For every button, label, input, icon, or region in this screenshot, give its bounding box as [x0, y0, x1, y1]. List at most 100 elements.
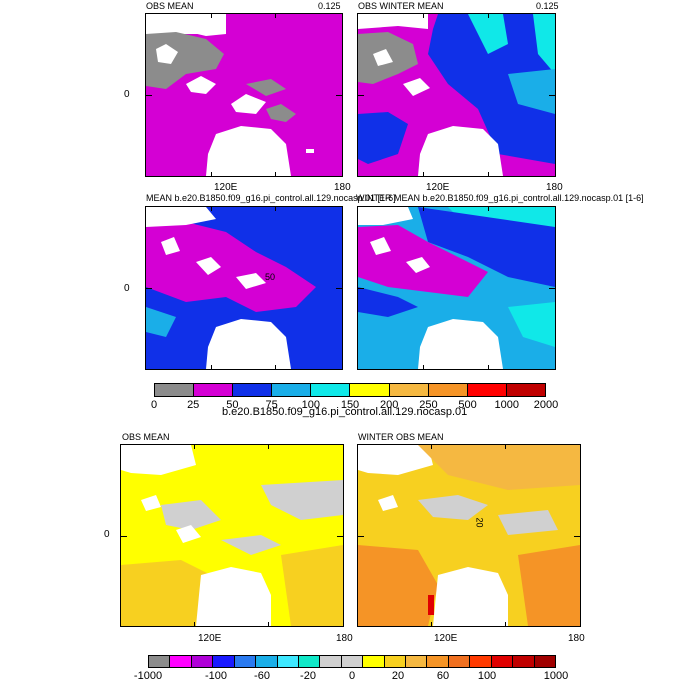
- axis-tick: [146, 95, 152, 96]
- field-region: [358, 207, 413, 225]
- axis-tick: [194, 622, 195, 626]
- field-region: [121, 445, 196, 475]
- field-region: [428, 14, 555, 164]
- field-region: [176, 525, 201, 543]
- field-region: [161, 500, 221, 530]
- field-region: [378, 495, 398, 511]
- colorbar-tick-label: 75: [265, 399, 278, 411]
- axis-tick: [505, 622, 506, 626]
- axis-tick: [549, 288, 555, 289]
- colorbar-segment: [233, 656, 256, 667]
- field-cell: [306, 149, 314, 153]
- field-region: [358, 445, 433, 475]
- axis-tick: [574, 536, 580, 537]
- axis-tick: [275, 207, 276, 211]
- axis-tick: [194, 445, 195, 449]
- field-region: [373, 49, 393, 66]
- colorbar-segment: [276, 656, 298, 667]
- field-region: [186, 76, 216, 94]
- field-region: [370, 237, 391, 255]
- axis-tick: [268, 445, 269, 449]
- colorbar-segment: [271, 384, 311, 396]
- field-region: [508, 302, 555, 347]
- axis-tick: [275, 172, 276, 176]
- axis-tick: [423, 365, 424, 369]
- panel6-x-label-120e: 120E: [434, 633, 458, 644]
- colorbar-segment: [512, 656, 534, 667]
- top-colorbar-caption: b.e20.B1850.f09_g16.pi_control.all.129.n…: [222, 406, 468, 418]
- map-panel-bottom-obs-mean: [120, 444, 344, 627]
- panel1-x-label-180: 180: [334, 182, 351, 193]
- bottom-colorbar: [148, 655, 556, 668]
- field-region: [418, 495, 488, 520]
- colorbar-segment: [405, 656, 427, 667]
- panel1-x-label-120e: 120E: [214, 182, 238, 193]
- field-region: [206, 319, 291, 369]
- panel3-contour-label: 50: [265, 272, 276, 282]
- colorbar-segment: [297, 656, 320, 667]
- axis-tick: [121, 536, 127, 537]
- field-region: [146, 222, 316, 312]
- axis-tick: [423, 172, 424, 176]
- axis-tick: [275, 365, 276, 369]
- field-region: [358, 112, 408, 164]
- field-region: [156, 44, 178, 64]
- panel3-title: MEAN b.e20.B1850.f09_g16.pi_control.all.…: [146, 193, 396, 203]
- colorbar-segment: [340, 656, 363, 667]
- colorbar-tick-label: 250: [419, 399, 438, 411]
- field-region: [406, 257, 430, 273]
- field-cell: [428, 595, 434, 615]
- colorbar-segment: [169, 656, 191, 667]
- field-plot: [121, 445, 343, 626]
- colorbar-segment: [469, 656, 491, 667]
- map-panel-model-mean: [145, 206, 343, 370]
- field-region: [433, 567, 508, 626]
- map-panel-bottom-winter-obs-mean: [357, 444, 581, 627]
- map-panel-model-winter-mean: [357, 206, 556, 370]
- field-region: [533, 14, 555, 74]
- field-region: [206, 126, 291, 176]
- colorbar-tick-label: 25: [187, 399, 200, 411]
- field-plot: [358, 207, 555, 369]
- colorbar-segment: [212, 656, 234, 667]
- colorbar-tick-label: 60: [436, 670, 450, 682]
- axis-tick: [336, 288, 342, 289]
- colorbar-segment: [232, 384, 272, 396]
- field-region: [261, 480, 343, 520]
- colorbar-tick-label: -60: [254, 670, 270, 682]
- colorbar-tick-label: 20: [391, 670, 405, 682]
- field-region: [418, 126, 503, 176]
- axis-tick: [358, 288, 364, 289]
- colorbar-tick-label: 2000: [533, 399, 559, 411]
- colorbar-tick-label: 500: [458, 399, 477, 411]
- axis-tick: [211, 14, 212, 18]
- colorbar-tick-label: 100: [477, 670, 497, 682]
- panel1-scale: 0.125: [318, 1, 341, 11]
- map-panel-obs-winter-mean: [357, 13, 556, 177]
- field-region: [196, 257, 221, 275]
- colorbar-tick-label: 0: [150, 399, 158, 411]
- axis-tick: [211, 365, 212, 369]
- top-colorbar: [154, 383, 546, 397]
- field-region: [231, 94, 266, 114]
- axis-tick: [336, 95, 342, 96]
- colorbar-tick-label: -20: [300, 670, 316, 682]
- field-region: [266, 104, 296, 122]
- panel5-title: OBS MEAN: [122, 432, 170, 442]
- colorbar-segment: [190, 656, 213, 667]
- axis-tick: [488, 207, 489, 211]
- colorbar-segment: [466, 384, 506, 396]
- field-region: [236, 273, 266, 289]
- panel5-x-label-180: 180: [336, 633, 353, 644]
- axis-tick: [431, 622, 432, 626]
- field-region: [141, 495, 161, 511]
- colorbar-tick-label: 0: [348, 670, 356, 682]
- colorbar-segment: [362, 656, 384, 667]
- axis-tick: [211, 207, 212, 211]
- field-region: [146, 14, 226, 36]
- colorbar-segment: [533, 656, 556, 667]
- panel4-title: WINTER MEAN b.e20.B1850.f09_g16.pi_contr…: [356, 193, 644, 203]
- field-plot: [358, 445, 580, 626]
- colorbar-segment: [155, 384, 194, 396]
- axis-tick: [358, 95, 364, 96]
